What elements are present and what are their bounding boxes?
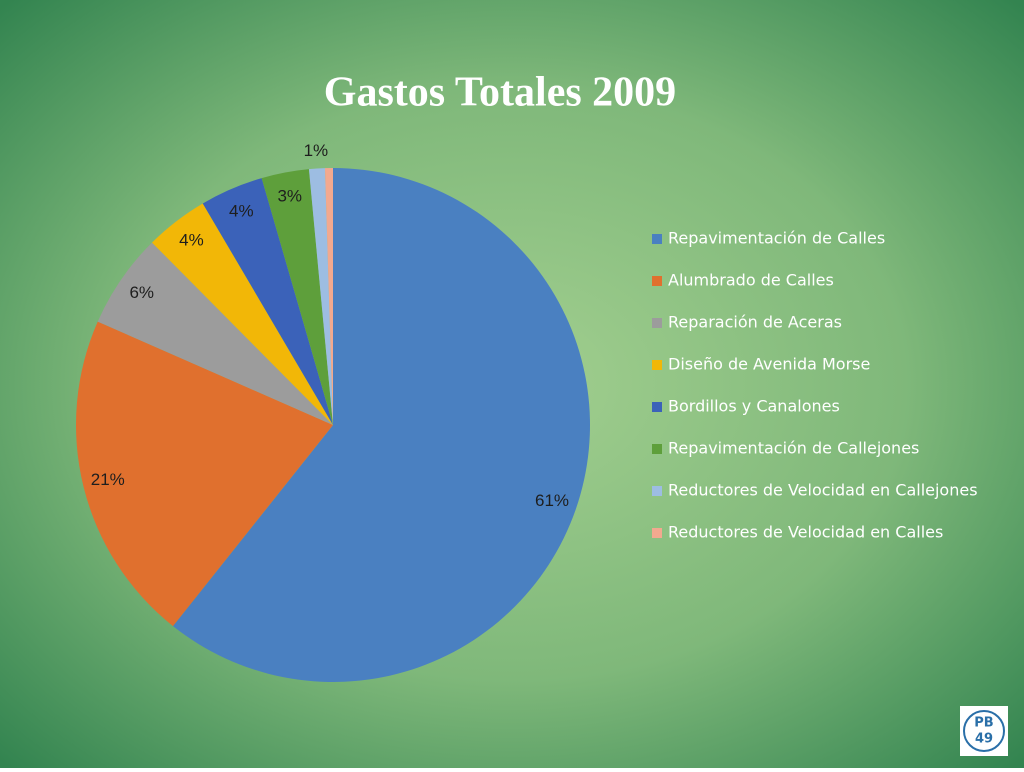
chart-title: Gastos Totales 2009 bbox=[324, 70, 676, 116]
legend-label: Diseño de Avenida Morse bbox=[668, 355, 870, 374]
legend-label: Reductores de Velocidad en Callejones bbox=[668, 481, 978, 500]
pie-slice bbox=[202, 178, 333, 425]
pie-slice bbox=[261, 169, 333, 425]
logo: PB 49 bbox=[960, 706, 1008, 756]
legend-swatch bbox=[652, 528, 662, 538]
legend-swatch bbox=[652, 486, 662, 496]
legend-label: Bordillos y Canalones bbox=[668, 397, 840, 416]
data-label: 6% bbox=[129, 283, 154, 302]
pie-slice bbox=[324, 168, 333, 425]
logo-text: 49 bbox=[975, 732, 993, 747]
pie-slice bbox=[151, 203, 333, 425]
data-label: 3% bbox=[277, 187, 302, 206]
legend-swatch bbox=[652, 234, 662, 244]
legend-label: Reductores de Velocidad en Calles bbox=[668, 523, 943, 542]
legend-swatch bbox=[652, 318, 662, 328]
logo-text: PB bbox=[974, 716, 993, 731]
pie-slice bbox=[308, 168, 333, 425]
legend-label: Repavimentación de Callejones bbox=[668, 439, 919, 458]
data-label: 21% bbox=[91, 470, 125, 489]
pie-slice bbox=[97, 242, 333, 425]
data-label: 1% bbox=[304, 141, 329, 160]
legend-label: Alumbrado de Calles bbox=[668, 271, 834, 290]
legend-swatch bbox=[652, 276, 662, 286]
data-label: 4% bbox=[229, 201, 254, 220]
legend-swatch bbox=[652, 402, 662, 412]
legend-swatch bbox=[652, 444, 662, 454]
pie-slice bbox=[172, 168, 590, 682]
logo-ring bbox=[963, 710, 1005, 752]
data-label: 4% bbox=[179, 231, 204, 250]
legend-label: Repavimentación de Calles bbox=[668, 229, 885, 248]
logo-box bbox=[960, 706, 1008, 756]
legend-label: Reparación de Aceras bbox=[668, 313, 842, 332]
data-label: 61% bbox=[535, 491, 569, 510]
pie-slice bbox=[75, 321, 333, 627]
legend-swatch bbox=[652, 360, 662, 370]
